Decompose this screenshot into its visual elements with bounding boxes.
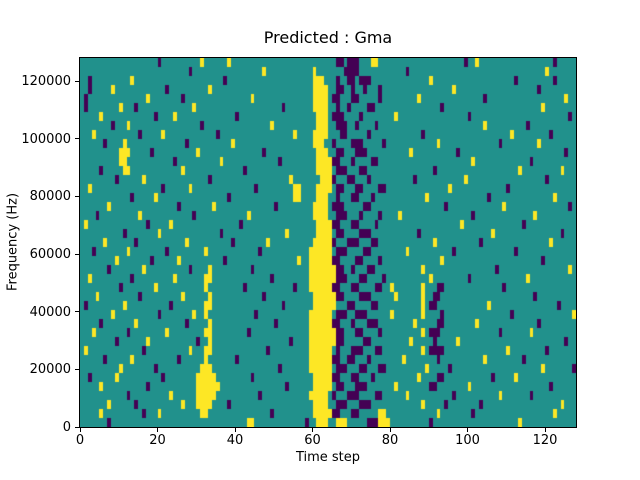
chart-title: Predicted : Gma: [263, 28, 393, 47]
x-tick-label: 100: [455, 433, 480, 448]
y-tick-mark: [75, 311, 79, 313]
y-tick-mark: [75, 426, 79, 428]
y-tick-label: 60000: [29, 247, 71, 263]
y-tick-mark: [75, 80, 79, 82]
y-tick-label: 20000: [29, 362, 71, 378]
y-tick-label: 80000: [29, 189, 71, 205]
x-tick-mark: [234, 428, 236, 432]
x-tick-label: 60: [304, 433, 321, 448]
x-axis-label: Time step: [295, 450, 361, 465]
x-tick-mark: [79, 428, 81, 432]
y-tick-mark: [75, 138, 79, 140]
y-axis-label: Frequency (Hz): [5, 192, 21, 292]
y-tick-label: 100000: [21, 131, 71, 147]
x-tick-label: 0: [75, 433, 85, 448]
x-tick-mark: [467, 428, 468, 432]
x-tick-mark: [157, 428, 158, 432]
y-tick-mark: [75, 368, 79, 370]
x-tick-mark: [389, 428, 391, 432]
y-tick-label: 120000: [21, 74, 71, 90]
y-tick-mark: [75, 253, 79, 255]
x-tick-label: 120: [532, 433, 558, 448]
plot-area: [79, 57, 577, 428]
x-tick-mark: [544, 428, 546, 432]
x-tick-label: 40: [226, 433, 244, 448]
x-tick-mark: [312, 428, 313, 432]
x-tick-label: 80: [381, 433, 399, 448]
y-tick-mark: [75, 195, 79, 197]
y-tick-label: 40000: [29, 304, 71, 320]
heatmap-canvas: [80, 58, 576, 427]
x-tick-label: 20: [149, 433, 166, 448]
y-tick-label: 0: [62, 420, 71, 435]
